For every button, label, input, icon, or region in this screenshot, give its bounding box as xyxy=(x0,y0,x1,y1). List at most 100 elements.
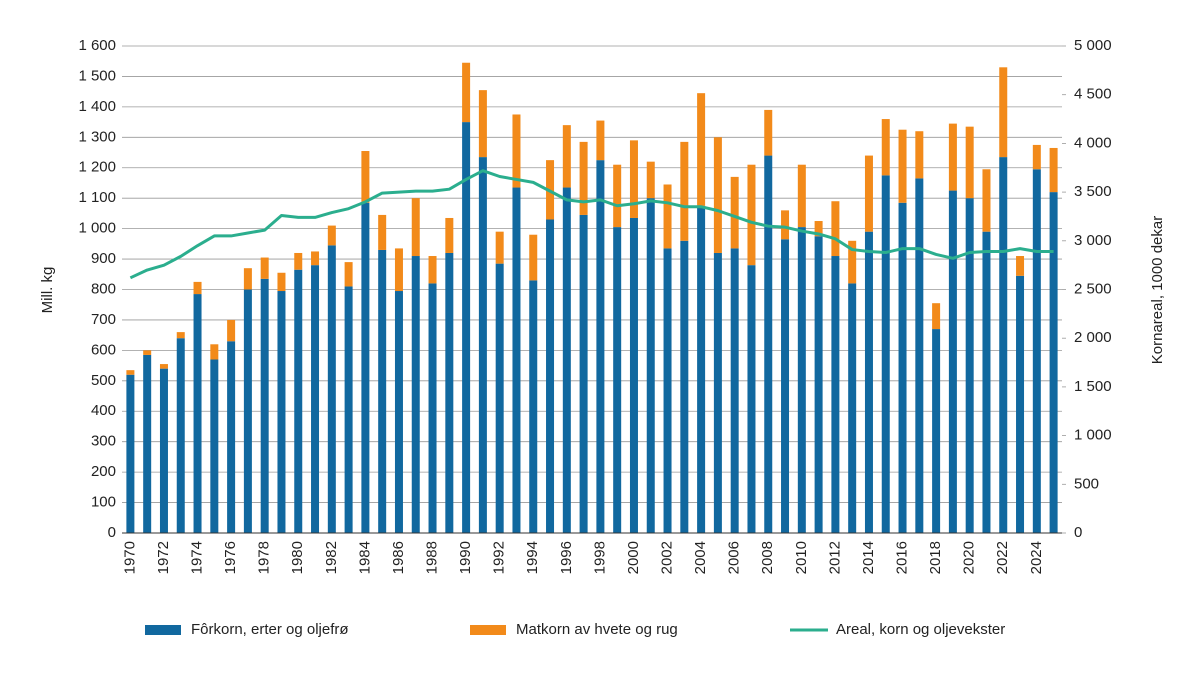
bar-segment xyxy=(445,252,454,533)
x-tick-label: 2010 xyxy=(793,541,810,574)
bar-segment xyxy=(764,155,773,533)
y2-axis-title: Kornareal, 1000 dekar xyxy=(1149,216,1166,364)
y-tick-label: 1 500 xyxy=(78,67,116,84)
y-tick-label: 0 xyxy=(108,524,116,541)
bar-segment xyxy=(663,248,672,534)
bar-segment xyxy=(210,344,219,360)
y-tick-label: 400 xyxy=(91,402,116,419)
bar-segment xyxy=(932,303,941,330)
bar-segment xyxy=(848,240,857,284)
bar-segment xyxy=(646,161,655,199)
bar-segment xyxy=(327,225,336,246)
y-tick-label: 1 100 xyxy=(78,189,116,206)
bar-segment xyxy=(562,125,571,188)
bar-segment xyxy=(227,341,236,533)
x-tick-label: 1992 xyxy=(491,541,508,574)
x-tick-label: 2018 xyxy=(927,541,944,574)
y2-tick-label: 1 000 xyxy=(1074,427,1112,444)
bar-segment xyxy=(747,265,756,533)
y2-tick-label: 3 000 xyxy=(1074,232,1112,249)
x-tick-label: 1972 xyxy=(155,541,172,574)
x-tick-label: 1998 xyxy=(591,541,608,574)
bar-segment xyxy=(260,257,269,279)
bar-segment xyxy=(462,122,471,533)
bar-segment xyxy=(462,62,471,123)
x-tick-label: 2024 xyxy=(1028,541,1045,574)
x-tick-label: 2006 xyxy=(726,541,743,574)
bar-segment xyxy=(915,178,924,533)
x-tick-label: 2004 xyxy=(692,541,709,574)
bar-segment xyxy=(361,151,370,203)
y-tick-label: 1 400 xyxy=(78,98,116,115)
bar-segment xyxy=(629,140,638,218)
y2-tick-label: 500 xyxy=(1074,475,1099,492)
bar-segment xyxy=(864,231,873,533)
bar-segment xyxy=(1016,275,1025,533)
bar-segment xyxy=(999,67,1008,158)
bar-segment xyxy=(1032,169,1041,533)
bar-segment xyxy=(378,249,387,533)
bar-segment xyxy=(126,370,135,375)
bar-segment xyxy=(663,184,672,249)
bar-segment xyxy=(529,280,538,533)
bar-segment xyxy=(126,374,135,533)
bar-segment xyxy=(445,217,454,253)
bar-segment xyxy=(596,120,605,161)
x-tick-label: 1984 xyxy=(356,541,373,574)
bar-segment xyxy=(243,268,252,290)
bar-segment xyxy=(227,319,236,342)
bar-segment xyxy=(394,248,403,292)
bar-segment xyxy=(478,90,487,158)
y2-tick-label: 3 500 xyxy=(1074,183,1112,200)
y2-tick-label: 4 000 xyxy=(1074,134,1112,151)
legend-label: Matkorn av hvete og rug xyxy=(516,621,678,638)
legend-swatch xyxy=(470,625,506,635)
bar-segment xyxy=(579,141,588,215)
bar-segment xyxy=(898,202,907,534)
bar-segment xyxy=(680,141,689,241)
y2-tick-label: 2 000 xyxy=(1074,329,1112,346)
bar-segment xyxy=(1016,256,1025,276)
y-tick-label: 800 xyxy=(91,280,116,297)
bar-segment xyxy=(143,354,152,533)
bar-segment xyxy=(898,129,907,203)
bar-segment xyxy=(277,291,286,533)
bar-segment xyxy=(1049,192,1058,533)
x-tick-label: 2008 xyxy=(759,541,776,574)
bar-segment xyxy=(797,164,806,228)
bar-segment xyxy=(730,248,739,534)
y-tick-label: 500 xyxy=(91,372,116,389)
bar-segment xyxy=(596,160,605,533)
bar-segment xyxy=(277,272,286,292)
bar-segment xyxy=(159,368,168,533)
x-tick-label: 1970 xyxy=(121,541,138,574)
y-tick-label: 600 xyxy=(91,341,116,358)
bar-segment xyxy=(948,123,957,191)
bar-segment xyxy=(713,137,722,253)
bar-segment xyxy=(814,221,823,237)
x-tick-label: 2002 xyxy=(659,541,676,574)
y2-tick-label: 2 500 xyxy=(1074,280,1112,297)
bar-segment xyxy=(210,359,219,533)
bar-segment xyxy=(646,198,655,533)
bar-segment xyxy=(327,245,336,533)
bar-segment xyxy=(680,240,689,534)
bar-segment xyxy=(797,227,806,533)
bar-segment xyxy=(311,251,320,266)
bar-segment xyxy=(344,286,353,533)
bar-segment xyxy=(764,109,773,156)
bar-segment xyxy=(512,114,521,188)
y-axis-title: Mill. kg xyxy=(39,267,56,314)
bar-segment xyxy=(478,157,487,534)
bar-segment xyxy=(143,350,152,355)
bar-segment xyxy=(781,210,790,240)
bar-segment xyxy=(881,119,890,176)
bar-segment xyxy=(982,169,991,232)
bar-segment xyxy=(562,187,571,534)
bar-segment xyxy=(546,219,555,533)
legend-label: Areal, korn og oljevekster xyxy=(836,621,1005,638)
bar-segment xyxy=(864,155,873,232)
bar-segment xyxy=(294,269,303,533)
bar-segment xyxy=(512,187,521,534)
bar-segment xyxy=(176,338,185,533)
